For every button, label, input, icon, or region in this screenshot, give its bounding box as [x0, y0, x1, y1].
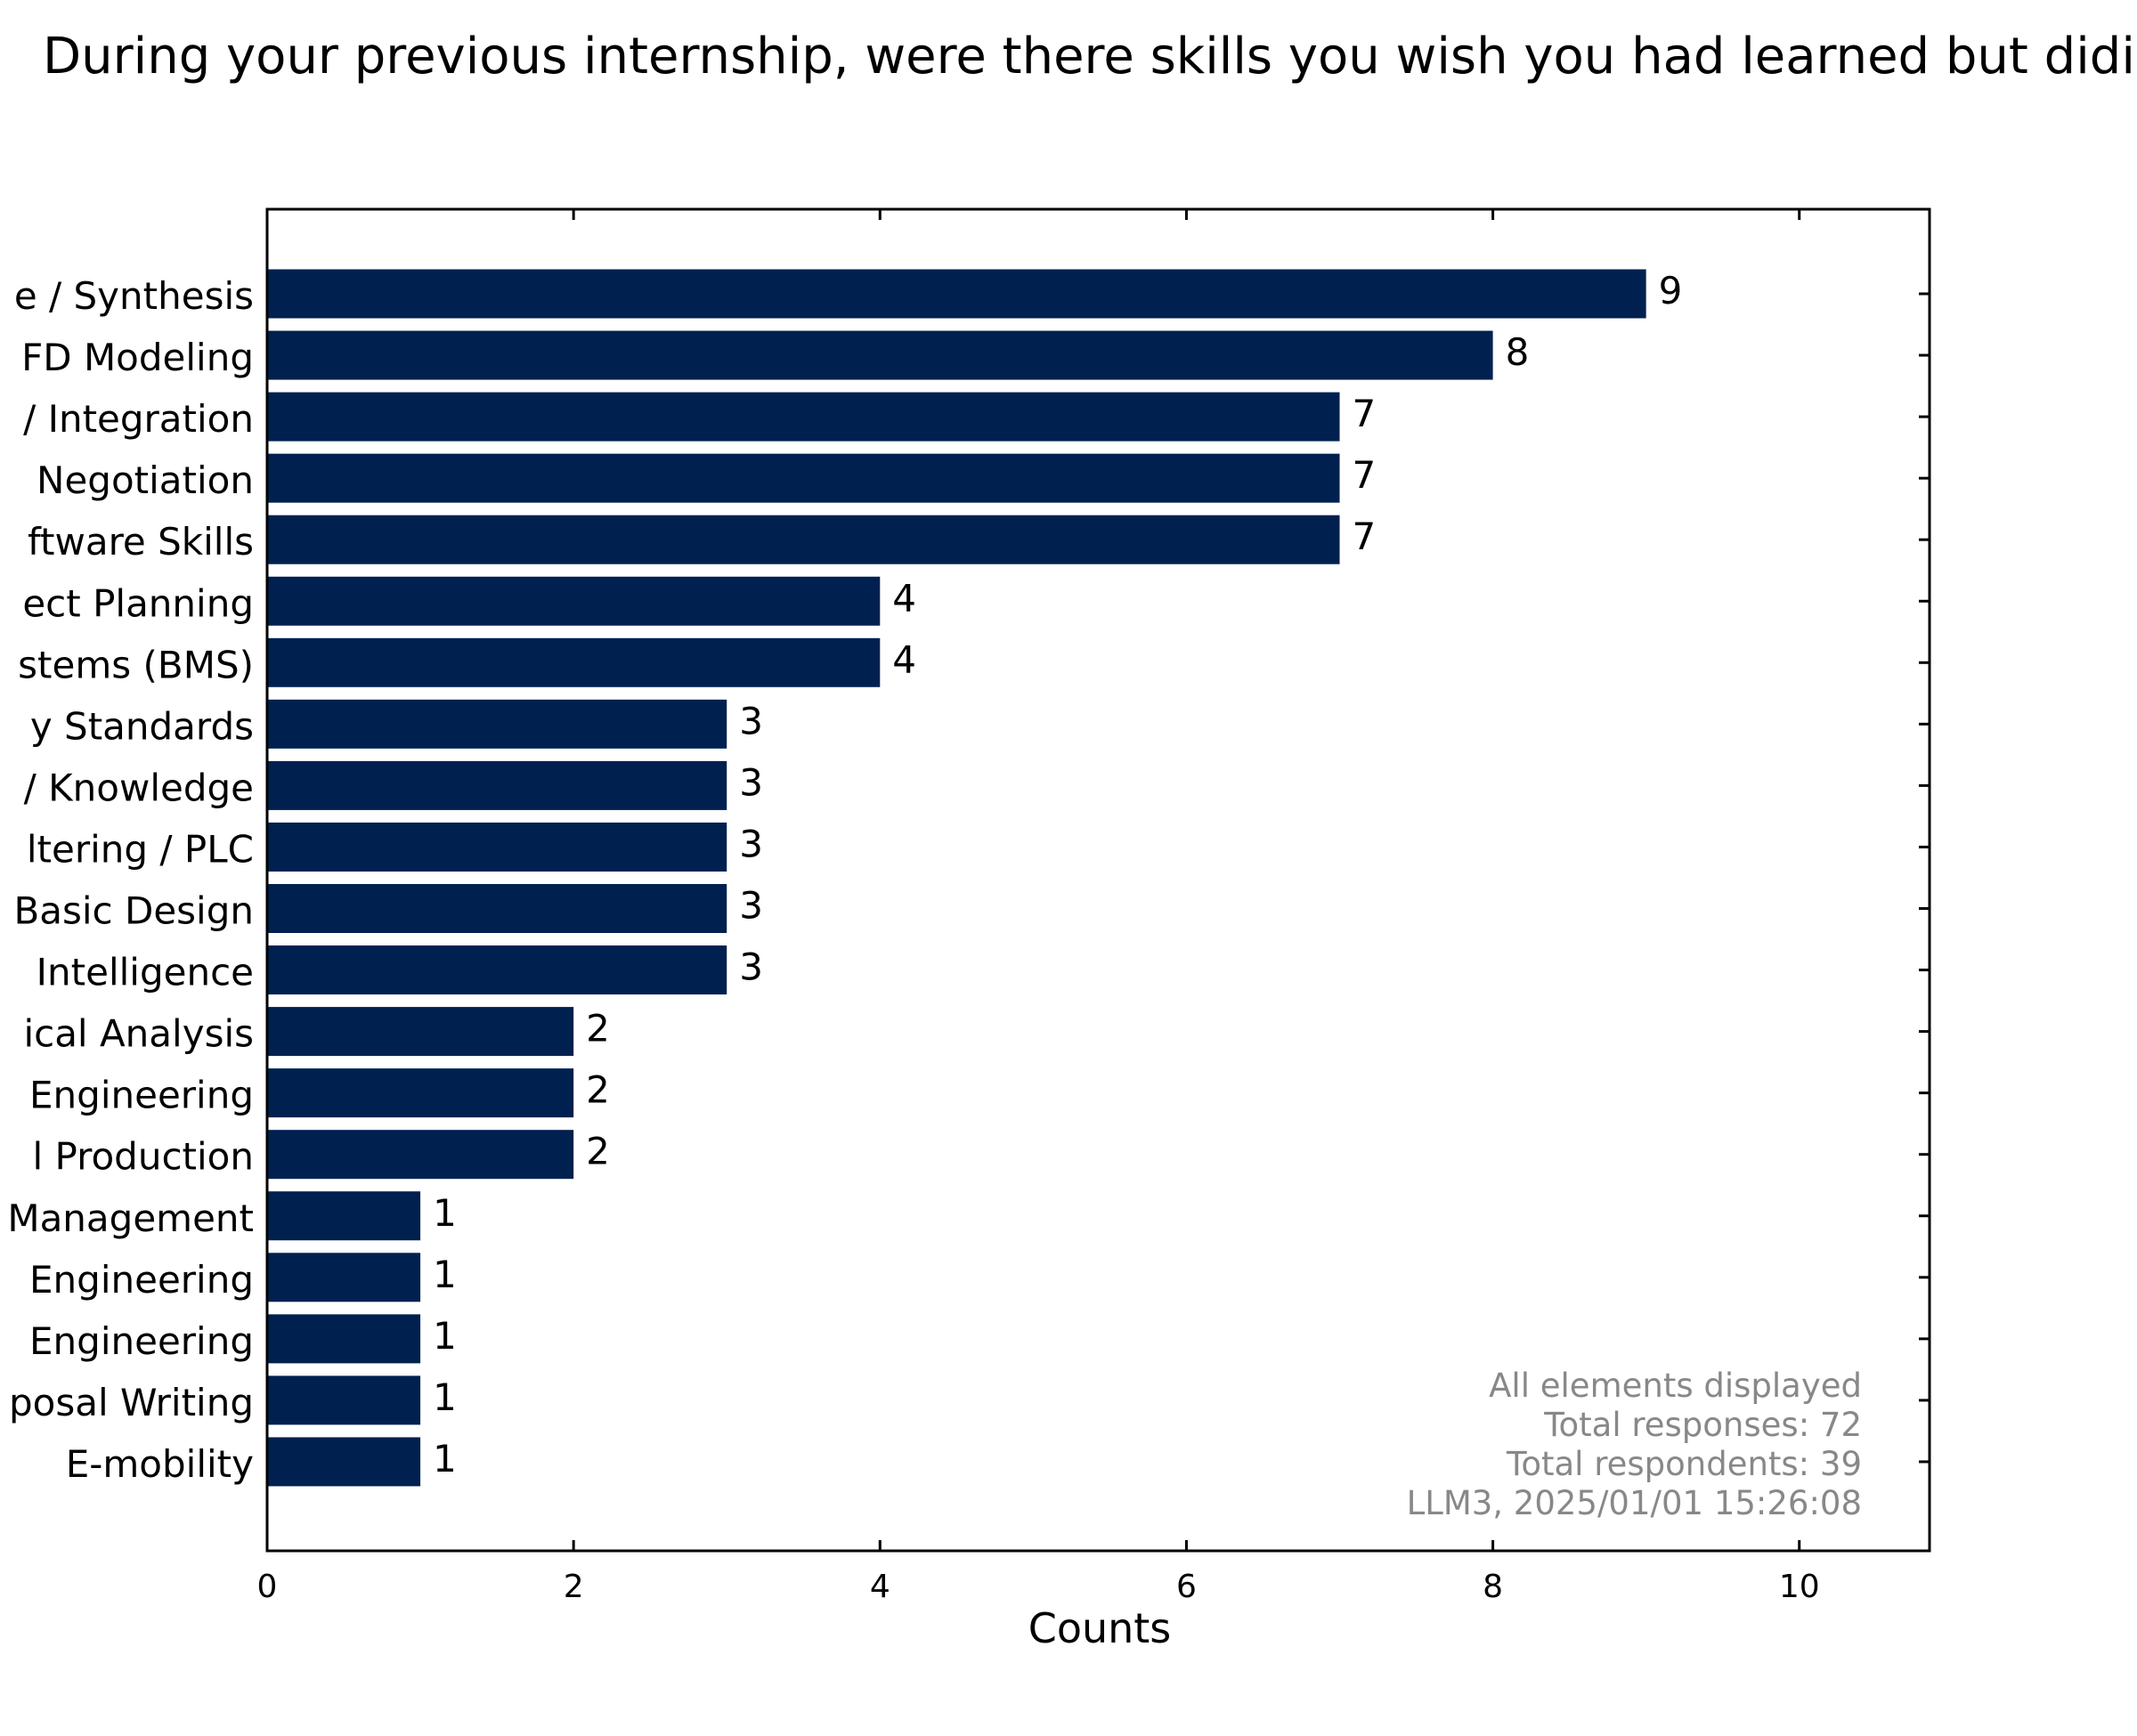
- summary-note-line: LLM3, 2025/01/01 15:26:08: [1407, 1484, 1862, 1522]
- plot-area: 9 e / Synthesis 8 FD Modeling 7 / Integration…: [7, 207, 1931, 1605]
- bar: [267, 515, 1340, 564]
- bar: [267, 1314, 421, 1364]
- bar: [267, 453, 1340, 503]
- y-tick-label: ical Analysis: [23, 1012, 254, 1056]
- y-tick-label: Engineering: [29, 1319, 254, 1363]
- y-tick-label: y Standards: [30, 704, 254, 748]
- bar: [267, 822, 727, 872]
- y-tick-label: ltering / PLC: [27, 827, 254, 871]
- bar: [267, 576, 881, 626]
- data-label: 3: [739, 884, 763, 928]
- data-label: 3: [739, 945, 763, 989]
- data-label: 3: [739, 760, 763, 804]
- y-tick-label: Intelligence: [37, 951, 254, 994]
- bar: [267, 1007, 574, 1057]
- bar: [267, 760, 727, 810]
- y-tick-label: Basic Design: [13, 889, 254, 933]
- data-label: 1: [433, 1375, 457, 1419]
- bar: [267, 945, 727, 995]
- data-label: 4: [892, 637, 916, 681]
- y-tick-label: Negotiation: [37, 458, 254, 502]
- data-label: 1: [433, 1314, 457, 1358]
- data-label: 1: [433, 1253, 457, 1296]
- data-label: 1: [433, 1191, 457, 1235]
- axes-frame: [265, 207, 1931, 1553]
- bar: [267, 699, 727, 749]
- y-tick-label: Management: [7, 1197, 254, 1240]
- y-tick-label: / Integration: [23, 397, 254, 441]
- summary-note-line: All elements displayed: [1489, 1367, 1862, 1405]
- y-tick-label: Engineering: [29, 1074, 254, 1117]
- x-tick-label: 4: [870, 1569, 890, 1605]
- bar: [267, 1437, 421, 1487]
- y-tick-label: ect Planning: [22, 581, 254, 625]
- y-tick-label: Engineering: [29, 1258, 254, 1302]
- summary-note-line: Total responses: 72: [1543, 1406, 1862, 1444]
- y-tick-label: l Production: [33, 1135, 254, 1179]
- data-label: 3: [739, 699, 763, 742]
- y-tick-label: posal Writing: [9, 1381, 254, 1424]
- bar: [267, 330, 1493, 380]
- y-tick-label: / Knowledge: [24, 766, 254, 809]
- y-tick-label: FD Modeling: [21, 336, 254, 379]
- data-label: 8: [1506, 330, 1530, 374]
- y-tick-label: E-mobility: [66, 1442, 254, 1486]
- bar: [267, 392, 1340, 442]
- bar: [267, 1253, 421, 1302]
- bar: [267, 884, 727, 933]
- data-label: 2: [586, 1130, 610, 1173]
- data-label: 4: [892, 576, 916, 620]
- data-label: 7: [1353, 515, 1377, 558]
- bar: [267, 1191, 421, 1241]
- x-tick-label: 2: [564, 1569, 584, 1605]
- x-tick-label: 6: [1176, 1569, 1197, 1605]
- bar: [267, 1068, 574, 1118]
- data-label: 2: [586, 1007, 610, 1051]
- data-label: 9: [1659, 269, 1683, 312]
- chart-title: During your previous internship, were th…: [43, 28, 2135, 85]
- bar: [267, 269, 1646, 319]
- summary-note-line: Total respondents: 39: [1506, 1445, 1862, 1483]
- y-tick-label: stems (BMS): [18, 643, 254, 686]
- bar: [267, 637, 881, 687]
- data-label: 3: [739, 822, 763, 865]
- data-label: 2: [586, 1068, 610, 1112]
- x-tick-label: 10: [1779, 1569, 1820, 1605]
- bar: [267, 1375, 421, 1425]
- x-axis-label: Counts: [1028, 1604, 1172, 1652]
- y-tick-label: ftware Skills: [28, 520, 254, 564]
- x-tick-label: 8: [1483, 1569, 1503, 1605]
- data-label: 1: [433, 1437, 457, 1480]
- data-label: 7: [1353, 392, 1377, 435]
- data-label: 7: [1353, 453, 1377, 497]
- bar: [267, 1130, 574, 1180]
- y-tick-label: e / Synthesis: [14, 274, 254, 318]
- x-tick-label: 0: [257, 1569, 278, 1605]
